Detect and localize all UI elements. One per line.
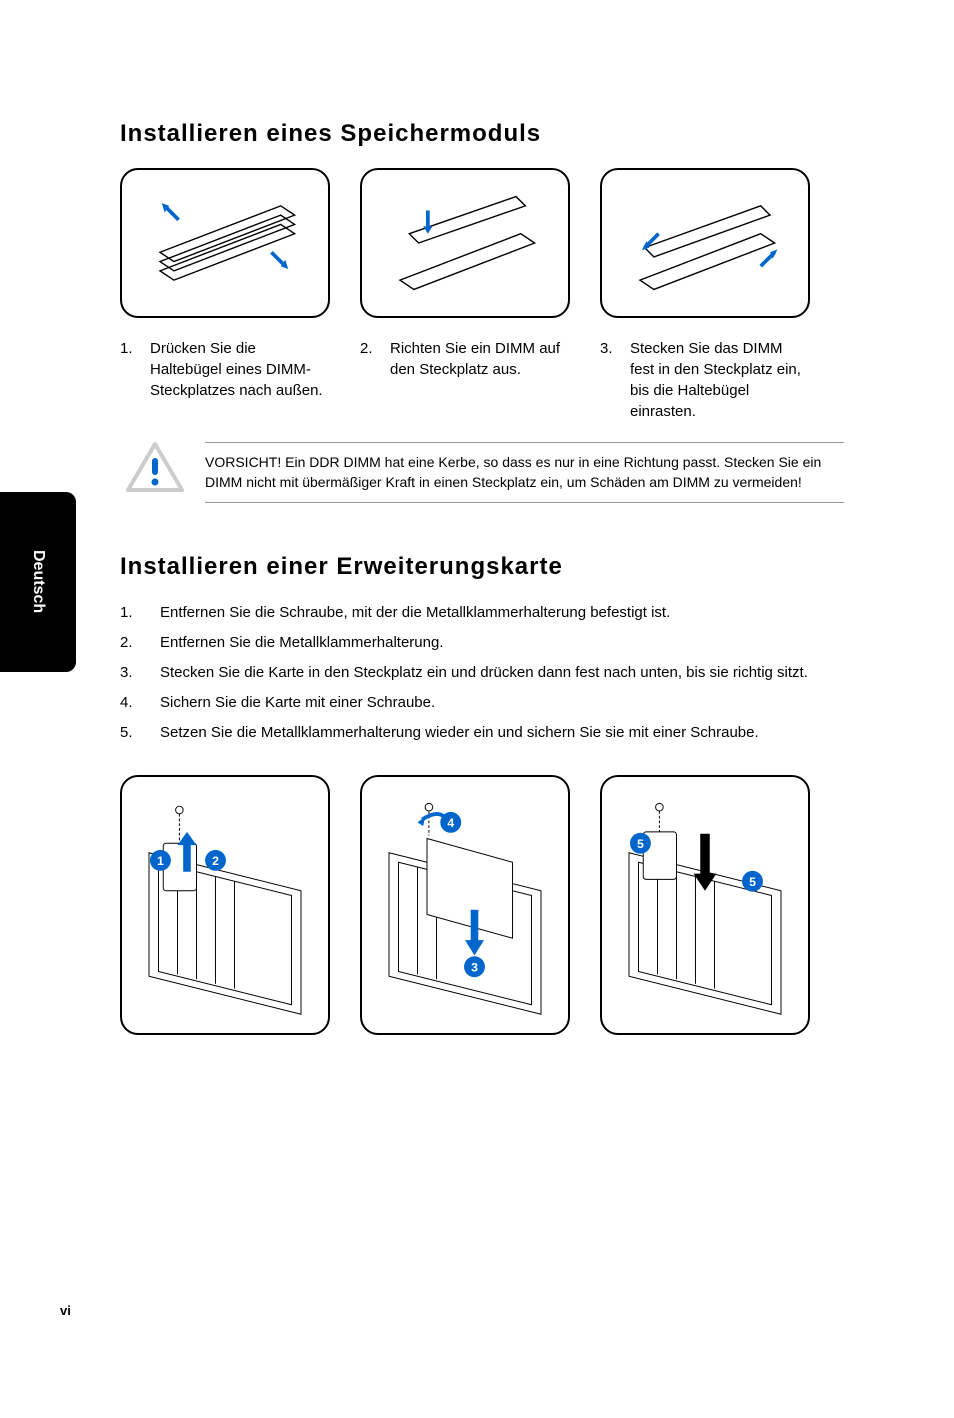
caution-text: VORSICHT! Ein DDR DIMM hat eine Kerbe, s… <box>205 442 844 503</box>
figure-dimm-step1 <box>120 168 330 318</box>
page-content: Installieren eines Speichermoduls <box>0 0 954 1035</box>
dimm-insert-illustration <box>610 178 800 308</box>
list-item: 2. Entfernen Sie die Metallklammerhalter… <box>120 631 844 655</box>
language-side-tab: Deutsch <box>0 492 76 672</box>
step-text: Richten Sie ein DIMM auf den Steckplatz … <box>390 338 570 422</box>
step-number: 1. <box>120 338 150 422</box>
dimm-align-illustration <box>370 178 560 308</box>
svg-text:3: 3 <box>471 961 478 975</box>
section1-steps: 1. Drücken Sie die Haltebügel eines DIMM… <box>120 338 844 422</box>
list-item: 3. Stecken Sie die Karte in den Steckpla… <box>120 661 844 685</box>
section2-heading: Installieren einer Erweiterungskarte <box>120 553 844 581</box>
figure-card-step3-4: 4 3 <box>360 775 570 1035</box>
svg-text:4: 4 <box>447 816 454 830</box>
list-text: Stecken Sie die Karte in den Steckplatz … <box>160 661 844 685</box>
step-item: 1. Drücken Sie die Haltebügel eines DIMM… <box>120 338 330 422</box>
step-text: Stecken Sie das DIMM fest in den Steckpl… <box>630 338 810 422</box>
list-item: 1. Entfernen Sie die Schraube, mit der d… <box>120 601 844 625</box>
figure-card-step5: 5 5 <box>600 775 810 1035</box>
step-number: 3. <box>600 338 630 422</box>
section2-steps: 1. Entfernen Sie die Schraube, mit der d… <box>120 601 844 745</box>
step-text: Drücken Sie die Haltebügel eines DIMM-St… <box>150 338 330 422</box>
list-item: 4. Sichern Sie die Karte mit einer Schra… <box>120 691 844 715</box>
step-item: 2. Richten Sie ein DIMM auf den Steckpla… <box>360 338 570 422</box>
section1-figures <box>120 168 844 318</box>
list-number: 3. <box>120 661 160 685</box>
svg-text:1: 1 <box>157 854 164 868</box>
page-number: vi <box>60 1303 71 1318</box>
list-item: 5. Setzen Sie die Metallklammerhalterung… <box>120 721 844 745</box>
step-number: 2. <box>360 338 390 422</box>
caution-callout: VORSICHT! Ein DDR DIMM hat eine Kerbe, s… <box>120 442 844 503</box>
list-number: 4. <box>120 691 160 715</box>
figure-dimm-step3 <box>600 168 810 318</box>
list-number: 1. <box>120 601 160 625</box>
warning-triangle-icon <box>125 442 185 494</box>
section1-heading: Installieren eines Speichermoduls <box>120 120 844 148</box>
figure-dimm-step2 <box>360 168 570 318</box>
svg-text:2: 2 <box>212 854 219 868</box>
figure-card-step1-2: 1 2 <box>120 775 330 1035</box>
step-item: 3. Stecken Sie das DIMM fest in den Stec… <box>600 338 810 422</box>
side-tab-label: Deutsch <box>29 550 47 613</box>
list-text: Entfernen Sie die Schraube, mit der die … <box>160 601 844 625</box>
svg-text:5: 5 <box>637 837 644 851</box>
dimm-slot-open-illustration <box>130 178 320 308</box>
list-number: 5. <box>120 721 160 745</box>
card-insert-illustration: 4 3 <box>370 785 560 1025</box>
list-text: Setzen Sie die Metallklammerhalterung wi… <box>160 721 844 745</box>
card-remove-bracket-illustration: 1 2 <box>130 785 320 1025</box>
card-secure-bracket-illustration: 5 5 <box>610 785 800 1025</box>
list-number: 2. <box>120 631 160 655</box>
section2-figures: 1 2 4 <box>120 775 844 1035</box>
svg-text:5: 5 <box>749 875 756 889</box>
list-text: Sichern Sie die Karte mit einer Schraube… <box>160 691 844 715</box>
list-text: Entfernen Sie die Metallklammerhalterung… <box>160 631 844 655</box>
